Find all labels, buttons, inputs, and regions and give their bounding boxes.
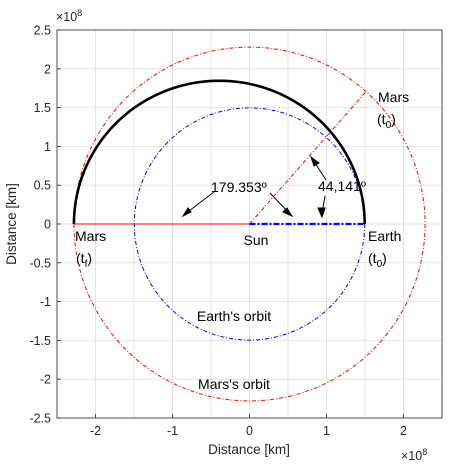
y-tick-label: -0.5 xyxy=(29,256,51,270)
x-tick-label: 2 xyxy=(400,424,407,438)
phase-angle-arrowhead-up xyxy=(310,155,320,167)
y-tick-label: 0.5 xyxy=(34,179,51,193)
phase-angle-arrows xyxy=(310,155,327,219)
mars-t0-time-label: (t0) xyxy=(377,111,396,131)
phase-angle-label: 44,141º xyxy=(318,178,366,194)
earth-t0-time-label: (t0) xyxy=(368,250,387,270)
transfer-angle-arrowhead-right xyxy=(282,207,294,218)
transfer-angle-arrowhead-left xyxy=(181,207,192,218)
earth-orbit-label: Earth's orbit xyxy=(197,308,271,324)
y-tick-label: 1.5 xyxy=(34,101,51,115)
series-layer xyxy=(72,46,426,402)
mars-tf-label: Mars xyxy=(75,228,106,244)
y-tick-label: 2.5 xyxy=(34,24,51,38)
transfer-trajectory xyxy=(72,79,366,225)
sun-label: Sun xyxy=(244,232,269,248)
earth-t0-label: Earth xyxy=(368,228,401,244)
x-axis-multiplier: ×108 xyxy=(401,447,427,463)
x-axis-label: Distance [km] xyxy=(208,442,290,457)
phase-angle-arrowhead-down xyxy=(317,207,326,219)
mars-tf-time-label: (tf) xyxy=(76,250,92,270)
y-tick-label: 0 xyxy=(44,218,51,232)
x-tick-label: 0 xyxy=(246,424,253,438)
sun-to-mars-t0-line xyxy=(249,91,367,225)
x-tick-label: -2 xyxy=(90,424,101,438)
tick-marks xyxy=(57,29,404,419)
transfer-angle-label: 179.353º xyxy=(211,179,267,195)
x-tick-label: -1 xyxy=(167,424,178,438)
transfer-angle-arrows xyxy=(181,191,294,218)
mars-t0-label: Mars xyxy=(378,89,409,105)
y-axis-label: Distance [km] xyxy=(4,183,19,265)
y-tick-label: -1 xyxy=(40,295,51,309)
tick-labels: -2 -1 0 1 2 2.5 2 1.5 1 0.5 0 -0.5 -1 -1.5 -2 -2.5 xyxy=(29,24,407,439)
mars-orbit-label: Mars's orbit xyxy=(198,376,270,392)
y-tick-label: 2 xyxy=(44,62,51,76)
x-tick-label: 1 xyxy=(323,424,330,438)
y-axis-multiplier: ×108 xyxy=(56,8,82,24)
y-tick-label: -2 xyxy=(40,373,51,387)
y-tick-label: -2.5 xyxy=(29,412,51,426)
y-tick-label: 1 xyxy=(44,140,51,154)
mars-orbit-circle xyxy=(73,46,426,402)
annotations: Mars (t0) Earth (t0) Mars (tf) Sun Earth… xyxy=(75,89,409,392)
y-tick-label: -1.5 xyxy=(29,334,51,348)
